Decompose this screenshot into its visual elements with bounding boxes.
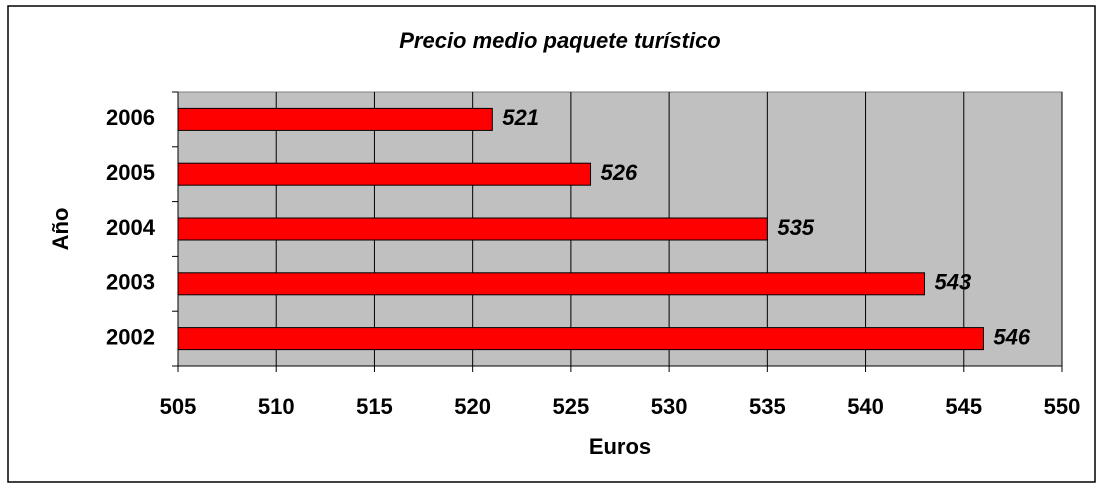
- y-tick-label: 2002: [106, 324, 155, 349]
- x-tick-label: 525: [553, 394, 590, 419]
- bar: [177, 107, 493, 131]
- y-tick-label: 2006: [106, 105, 155, 130]
- y-tick-label: 2004: [106, 215, 156, 240]
- x-tick-label: 545: [945, 394, 982, 419]
- data-label: 521: [502, 105, 539, 130]
- x-tick-label: 515: [356, 394, 393, 419]
- data-label: 535: [777, 215, 814, 240]
- y-tick-label: 2005: [106, 160, 155, 185]
- y-tick-label: 2003: [106, 270, 155, 295]
- x-tick-label: 510: [258, 394, 295, 419]
- x-tick-label: 550: [1044, 394, 1081, 419]
- bar: [177, 162, 592, 186]
- x-tick-label: 530: [651, 394, 688, 419]
- y-axis-title: Año: [48, 208, 73, 251]
- bar: [177, 327, 984, 351]
- chart-title: Precio medio paquete turístico: [399, 28, 721, 53]
- x-tick-label: 540: [847, 394, 884, 419]
- data-label: 546: [993, 324, 1030, 349]
- x-tick-label: 535: [749, 394, 786, 419]
- data-label: 526: [601, 160, 638, 185]
- x-tick-label: 505: [160, 394, 197, 419]
- x-axis-title: Euros: [589, 434, 651, 459]
- bar: [177, 217, 768, 241]
- data-label: 543: [934, 270, 971, 295]
- bar: [177, 272, 925, 296]
- x-tick-label: 520: [454, 394, 491, 419]
